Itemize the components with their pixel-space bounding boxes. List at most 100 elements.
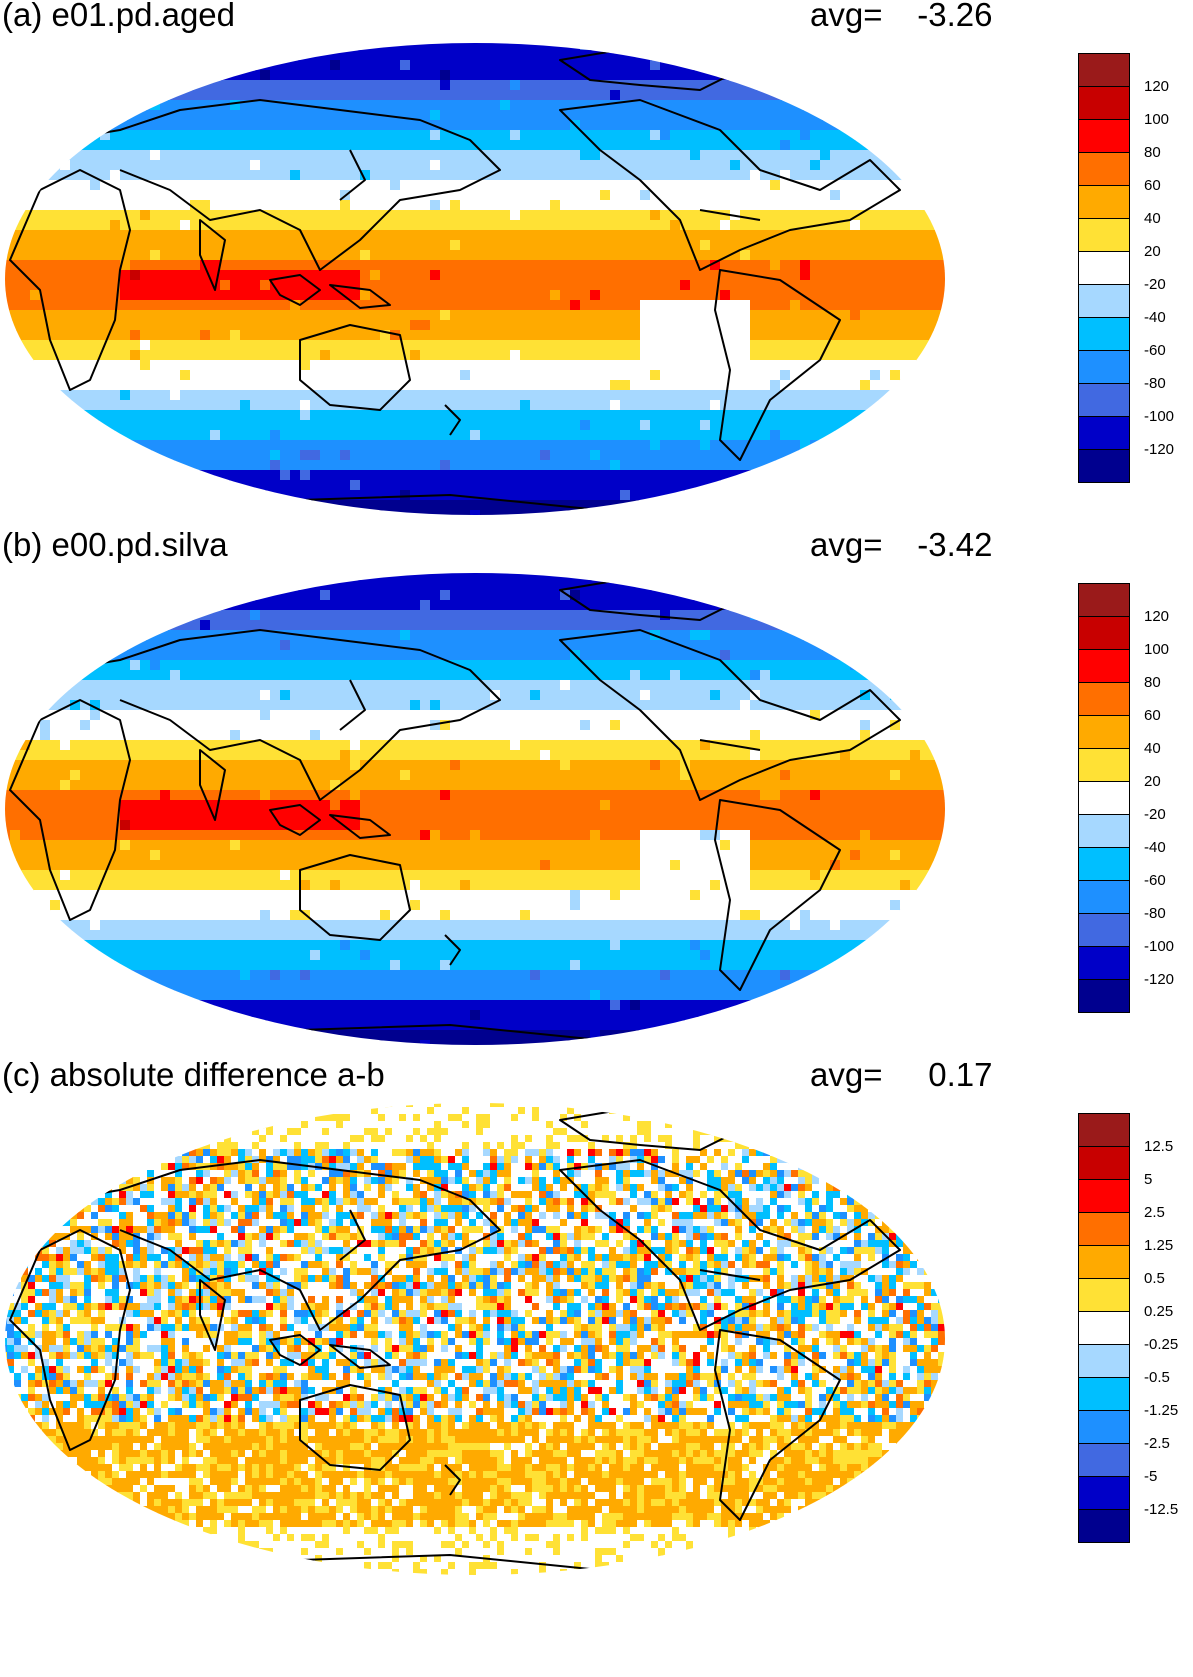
grid-cell-run [410,900,421,911]
grid-cell-run [623,1310,631,1318]
grid-cell-run [399,1310,407,1318]
grid-cell-run [504,1219,512,1227]
grid-cell-run [750,840,945,851]
colorbar-swatch [1078,317,1130,351]
grid-cell-run [160,100,231,111]
grid-cell-run [217,1373,225,1381]
grid-cell-run [882,1310,890,1318]
grid-cell-run [5,440,111,451]
grid-cell-run [730,290,945,301]
grid-cell-run [180,370,191,381]
grid-cell-run [455,1296,477,1304]
grid-cell-run [630,43,651,51]
grid-cell-run [525,1282,533,1290]
grid-cell-run [301,1219,309,1227]
grid-cell-run [50,940,341,951]
grid-cell-run [238,1352,246,1360]
grid-cell-run [483,1373,491,1381]
grid-cell-run [504,1317,512,1325]
grid-cell-run [539,1359,547,1367]
grid-cell-run [896,1177,904,1185]
grid-cell-run [483,1289,498,1297]
grid-cell-run [931,1317,939,1325]
grid-cell-run [798,1261,806,1269]
grid-cell-run [560,1366,568,1374]
grid-cell-run [504,1338,512,1346]
grid-cell-run [7,1303,15,1311]
grid-cell-run [91,1156,99,1164]
grid-cell-run [5,710,11,721]
grid-cell-run [252,1121,274,1129]
grid-cell-run [270,790,351,801]
grid-cell-run [301,1240,309,1248]
grid-cell-run [182,1352,190,1360]
grid-cell-run [826,1352,834,1360]
grid-cell-run [707,1205,722,1213]
grid-cell-run [637,1240,645,1248]
grid-cell-run [308,1191,323,1199]
grid-cell-run [315,1303,330,1311]
grid-cell-run [679,1247,687,1255]
grid-cell-run [560,1282,582,1290]
grid-cell-run [532,1352,554,1360]
grid-cell-run [330,880,341,891]
grid-cell-run [630,1198,638,1206]
grid-cell-run [721,1359,729,1367]
grid-cell-run [595,1303,603,1311]
grid-cell-run [630,1310,638,1318]
grid-cell-run [812,1296,820,1304]
grid-cell-run [203,1331,218,1339]
grid-cell-run [427,1107,435,1115]
grid-cell-run [70,1142,78,1150]
grid-cell-run [406,1156,414,1164]
grid-cell-run [322,1177,330,1185]
grid-cell-run [847,1310,855,1318]
grid-cell-run [350,1352,358,1360]
grid-cell-run [740,250,751,261]
grid-cell-run [714,1233,722,1241]
grid-cell-run [413,1191,421,1199]
grid-cell-run [14,1338,22,1346]
grid-cell-run [100,180,391,191]
grid-cell-run [70,1212,78,1220]
grid-cell-run [35,1331,43,1339]
grid-cell-run [469,1121,477,1129]
grid-cell-run [182,1296,190,1304]
grid-cell-run [861,1170,869,1178]
grid-cell-run [343,1219,351,1227]
grid-cell-run [364,1226,372,1234]
grid-cell-run [175,1247,183,1255]
grid-cell-run [231,1103,246,1108]
grid-cell-run [385,1352,393,1360]
grid-cell-run [525,1296,533,1304]
grid-cell-run [750,350,941,361]
grid-cell-run [5,970,241,981]
grid-cell-run [357,1184,365,1192]
grid-cell-run [742,1135,757,1143]
grid-cell-run [371,1338,379,1346]
grid-cell-run [340,780,945,791]
grid-cell-run [294,1303,302,1311]
grid-cell-run [406,1352,414,1360]
grid-cell-run [5,1135,8,1143]
grid-cell-run [406,1275,414,1283]
grid-cell-run [371,1303,379,1311]
grid-cell-run [720,840,731,851]
grid-cell-run [182,1114,232,1122]
grid-cell-run [651,1275,680,1283]
colorbar-swatch [1078,53,1130,87]
grid-cell-run [413,1254,428,1262]
grid-cell-run [780,790,811,801]
grid-cell-run [380,270,431,281]
grid-cell-run [640,1000,751,1011]
grid-cell-run [476,1296,484,1304]
grid-cell-run [84,1103,106,1108]
grid-cell-run [413,1303,421,1311]
grid-cell-run [714,1149,722,1157]
grid-cell-run [399,1373,407,1381]
grid-cell-run [378,1373,386,1381]
grid-cell-run [70,1240,78,1248]
grid-cell-run [483,1205,491,1213]
grid-cell-run [812,1289,820,1297]
grid-cell-run [273,1338,281,1346]
